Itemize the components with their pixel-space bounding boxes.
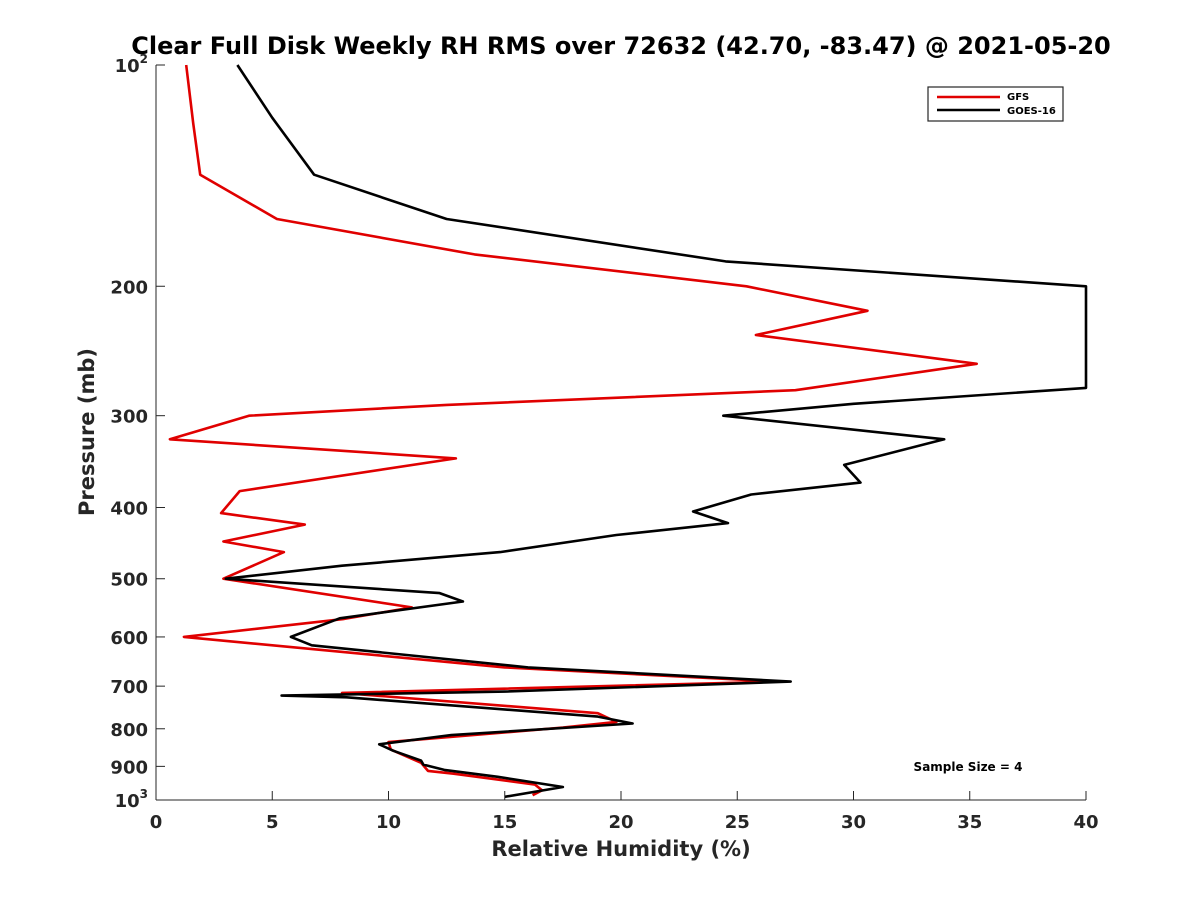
x-tick-label: 5 [266,812,279,833]
y-tick-label: 700 [110,677,148,698]
y-tick-label: 900 [110,757,148,778]
y-tick-label: 600 [110,628,148,649]
legend-label-gfs: GFS [1007,92,1029,103]
sample-size-annotation: Sample Size = 4 [914,760,1023,774]
x-axis-label: Relative Humidity (%) [491,837,750,861]
y-axis-label: Pressure (mb) [75,348,99,516]
legend-box [927,86,1064,122]
x-tick-label: 15 [492,812,517,833]
x-tick-label: 0 [150,812,163,833]
y-tick-label: 500 [110,570,148,591]
x-tick-label: 40 [1073,812,1098,833]
x-tick-label: 10 [376,812,401,833]
y-tick-label: 103 [115,787,148,812]
chart-title: Clear Full Disk Weekly RH RMS over 72632… [131,32,1111,60]
series-layer [168,64,1088,799]
y-tick-label: 800 [110,720,148,741]
y-tick-label: 200 [110,277,148,298]
y-tick-label: 102 [115,52,148,77]
x-tick-label: 20 [608,812,633,833]
y-tick-label: 300 [110,407,148,428]
x-tick-label: 35 [957,812,982,833]
x-tick-label: 30 [841,812,866,833]
plot-area [156,65,1086,800]
legend: GFS GOES-16 [927,86,1064,122]
series-line-goes16 [224,64,1088,799]
x-tick-label: 25 [725,812,750,833]
y-ticks: 102 200 300 400 500 600 700 800 900 103 [110,52,165,812]
x-ticks: 0 5 10 15 20 25 30 35 40 [150,791,1099,833]
legend-label-goes16: GOES-16 [1007,106,1056,117]
y-tick-label: 400 [110,499,148,520]
